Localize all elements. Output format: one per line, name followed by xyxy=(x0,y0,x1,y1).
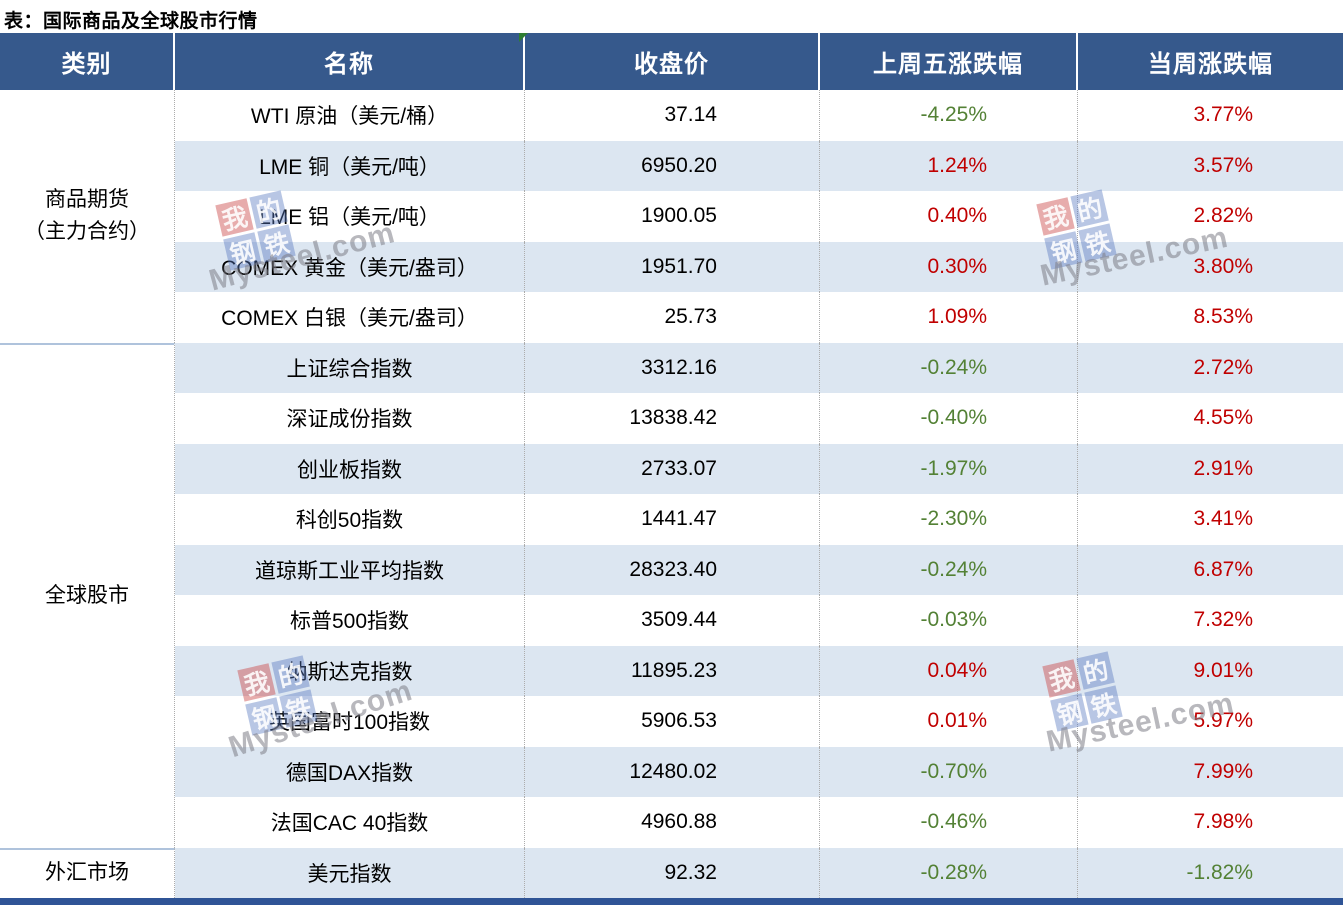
name-cell: 上证综合指数 xyxy=(175,342,525,393)
header-week-change: 当周涨跌幅 xyxy=(1148,51,1273,78)
week-change-cell: 7.99% xyxy=(1078,746,1343,797)
lastfri-change-cell: -0.28% xyxy=(820,847,1078,898)
page-title: 表：国际商品及全球股市行情 xyxy=(4,11,258,32)
name-cell: LME 铝（美元/吨） xyxy=(175,191,525,242)
name-cell: 标普500指数 xyxy=(175,595,525,646)
close-price-cell: 11895.23 xyxy=(525,645,820,696)
week-change-cell: 7.98% xyxy=(1078,797,1343,848)
close-price-cell: 1900.05 xyxy=(525,191,820,242)
category-cell: 全球股市 xyxy=(0,342,175,848)
close-price-cell: 28323.40 xyxy=(525,544,820,595)
lastfri-change-cell: 0.30% xyxy=(820,241,1078,292)
close-price-cell: 2733.07 xyxy=(525,443,820,494)
lastfri-change-cell: 0.40% xyxy=(820,191,1078,242)
name-cell: COMEX 白银（美元/盎司） xyxy=(175,292,525,343)
header-lastfri-change: 上周五涨跌幅 xyxy=(820,33,1078,90)
lastfri-change-cell: 1.24% xyxy=(820,140,1078,191)
close-price-cell: 1951.70 xyxy=(525,241,820,292)
close-price-cell: 6950.20 xyxy=(525,140,820,191)
close-price-cell: 3312.16 xyxy=(525,342,820,393)
name-cell: 深证成份指数 xyxy=(175,393,525,444)
week-change-cell: 8.53% xyxy=(1078,292,1343,343)
name-cell: 法国CAC 40指数 xyxy=(175,797,525,848)
week-change-cell: 3.80% xyxy=(1078,241,1343,292)
name-cell: WTI 原油（美元/桶） xyxy=(175,90,525,141)
header-name: 名称 xyxy=(175,33,525,90)
lastfri-change-cell: 0.04% xyxy=(820,645,1078,696)
week-change-cell: 2.72% xyxy=(1078,342,1343,393)
week-change-cell: 4.55% xyxy=(1078,393,1343,444)
close-price-cell: 1441.47 xyxy=(525,494,820,545)
table-header-row: 类别 名称 收盘价 上周五涨跌幅 当周涨跌幅 xyxy=(0,33,1343,90)
lastfri-change-cell: -0.46% xyxy=(820,797,1078,848)
category-label: 商品期货 xyxy=(45,187,129,211)
name-cell: 科创50指数 xyxy=(175,494,525,545)
close-price-cell: 4960.88 xyxy=(525,797,820,848)
header-close-price: 收盘价 xyxy=(525,33,820,90)
name-cell: LME 铜（美元/吨） xyxy=(175,140,525,191)
week-change-cell: 7.32% xyxy=(1078,595,1343,646)
comment-flag-icon xyxy=(519,33,528,42)
bottom-border-bar xyxy=(0,898,1343,905)
category-label: 外汇市场 xyxy=(45,861,129,885)
week-change-cell: 2.82% xyxy=(1078,191,1343,242)
category-cell: 外汇市场 xyxy=(0,847,175,898)
week-change-cell: -1.82% xyxy=(1078,847,1343,898)
close-price-cell: 3509.44 xyxy=(525,595,820,646)
lastfri-change-cell: -2.30% xyxy=(820,494,1078,545)
close-price-cell: 12480.02 xyxy=(525,746,820,797)
name-cell: 纳斯达克指数 xyxy=(175,645,525,696)
name-cell: COMEX 黄金（美元/盎司） xyxy=(175,241,525,292)
name-cell: 道琼斯工业平均指数 xyxy=(175,544,525,595)
close-price-cell: 92.32 xyxy=(525,847,820,898)
category-label: （主力合约） xyxy=(24,220,150,244)
lastfri-change-cell: -4.25% xyxy=(820,90,1078,141)
close-price-cell: 13838.42 xyxy=(525,393,820,444)
week-change-cell: 6.87% xyxy=(1078,544,1343,595)
week-change-cell: 3.57% xyxy=(1078,140,1343,191)
week-change-cell: 3.77% xyxy=(1078,90,1343,141)
lastfri-change-cell: -0.03% xyxy=(820,595,1078,646)
lastfri-change-cell: -1.97% xyxy=(820,443,1078,494)
category-cell: 商品期货 （主力合约） xyxy=(0,90,175,343)
name-cell: 创业板指数 xyxy=(175,443,525,494)
header-category: 类别 xyxy=(0,33,175,90)
category-label: 全球股市 xyxy=(45,583,129,607)
lastfri-change-cell: 0.01% xyxy=(820,696,1078,747)
week-change-cell: 9.01% xyxy=(1078,645,1343,696)
close-price-cell: 25.73 xyxy=(525,292,820,343)
lastfri-change-cell: -0.24% xyxy=(820,342,1078,393)
week-change-cell: 5.97% xyxy=(1078,696,1343,747)
lastfri-change-cell: -0.70% xyxy=(820,746,1078,797)
lastfri-change-cell: -0.40% xyxy=(820,393,1078,444)
week-change-cell: 3.41% xyxy=(1078,494,1343,545)
name-cell: 美元指数 xyxy=(175,847,525,898)
name-cell: 德国DAX指数 xyxy=(175,746,525,797)
week-change-cell: 2.91% xyxy=(1078,443,1343,494)
close-price-cell: 37.14 xyxy=(525,90,820,141)
name-cell: 英国富时100指数 xyxy=(175,696,525,747)
close-price-cell: 5906.53 xyxy=(525,696,820,747)
lastfri-change-cell: -0.24% xyxy=(820,544,1078,595)
table-body: 商品期货 （主力合约） 全球股市外汇市场 WTI 原油（美元/桶） 37.14 -4.25… xyxy=(0,90,1343,898)
lastfri-change-cell: 1.09% xyxy=(820,292,1078,343)
